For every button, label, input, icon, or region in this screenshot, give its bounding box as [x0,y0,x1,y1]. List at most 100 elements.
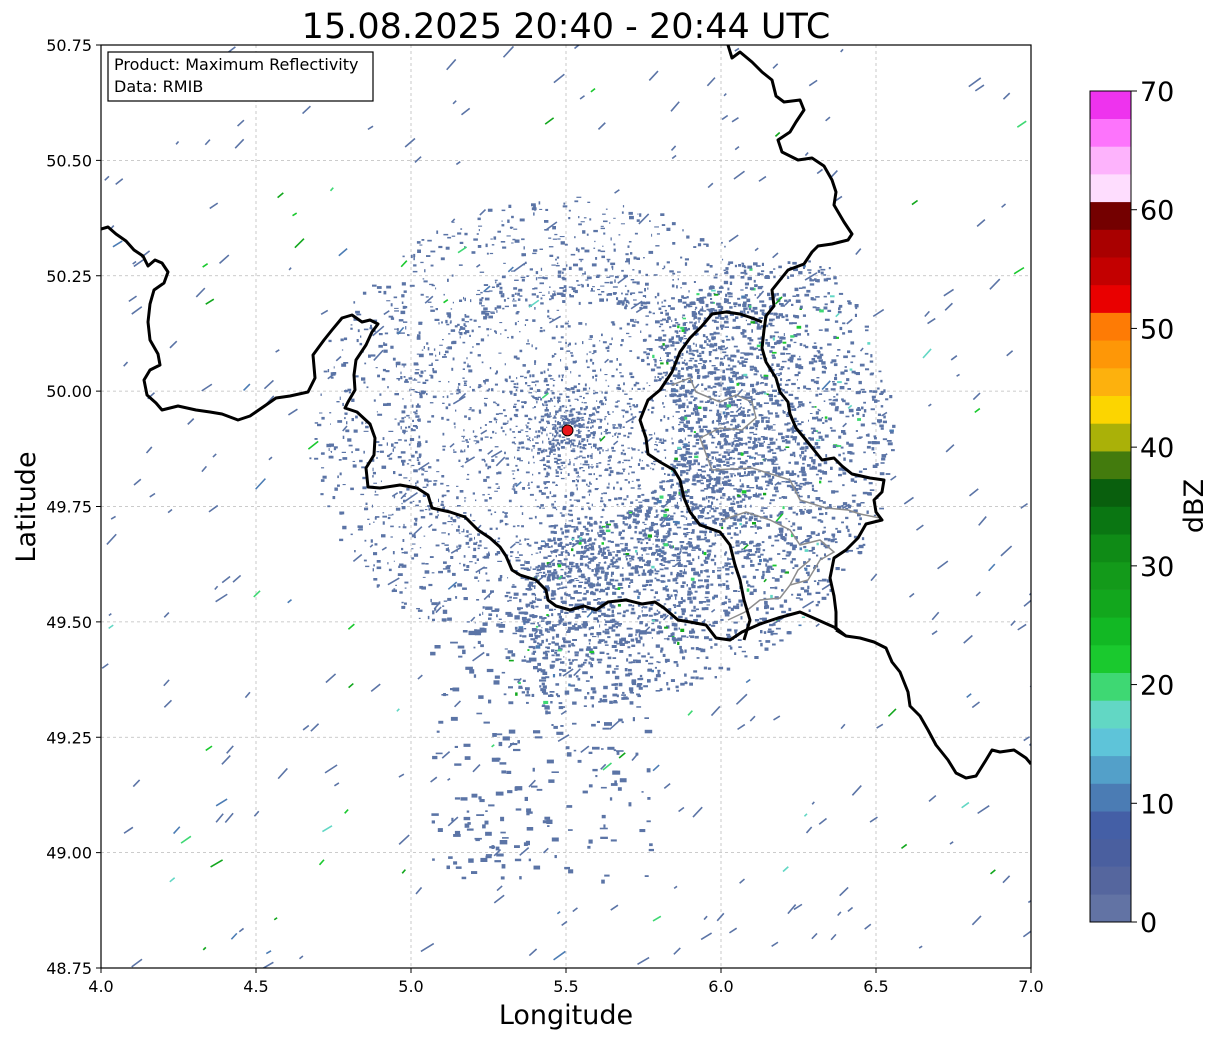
echo-pixel-2287 [620,223,625,225]
echo-pixel-3048 [447,278,449,282]
echo-pixel-4711 [691,529,695,533]
echo-pixel-2993 [521,238,525,241]
echo-pixel-4251 [540,545,545,547]
echo-pixel-3194 [377,584,380,587]
echo-pixel-145 [605,521,607,524]
echo-pixel-3790 [819,346,823,350]
echo-pixel-2019 [663,265,666,269]
echo-pixel-3400 [599,698,602,702]
echo-pixel-3799 [647,570,650,573]
echo-pixel-404 [515,464,518,467]
echo-pixel-1509 [632,281,637,284]
echo-pixel-4531 [686,560,691,563]
echo-pixel-4383 [838,292,844,295]
echo-pixel-116 [495,420,497,424]
echo-pixel-857 [626,495,629,498]
echo-pixel-2518 [713,367,718,371]
echo-pixel-1344 [615,368,618,371]
echo-pixel-4023 [728,645,732,647]
echo-pixel-1235 [622,468,626,470]
echo-pixel-835 [599,400,601,404]
echo-pixel-3443 [583,587,587,589]
echo-pixel-4207 [637,574,641,577]
echo-pixel-3631 [694,365,698,368]
echo-pixel-1180 [464,449,466,453]
echo-pixel-4585 [614,686,618,690]
echo-pixel-1528 [730,411,734,413]
echo-pixel-3008 [680,550,682,553]
echo-pixel-4871 [709,333,714,336]
echo-pixel-631 [484,424,487,426]
echo-pixel-1449 [662,318,667,321]
echo-pixel-4202 [755,547,761,551]
echo-pixel-2273 [555,293,557,296]
echo-pixel-710 [560,347,564,350]
echo-pixel-2248 [728,397,733,400]
echo-pixel-1330 [696,472,698,475]
echo-pixel-1191 [429,402,434,404]
echo-pixel-1262 [547,412,549,415]
echo-pixel-889 [540,398,543,401]
echo-pixel-3359 [664,344,670,348]
echo-pixel-369 [619,327,623,330]
echo-pixel-2763 [447,597,452,601]
echo-pixel-2041 [344,417,346,420]
echo-pixel-4100 [796,593,802,596]
echo-pixel-3999 [815,307,820,309]
echo-pixel-569 [595,488,599,490]
echo-pixel-3989 [628,668,632,672]
echo-pixel-2177 [539,208,543,210]
echo-pixel-527 [594,391,599,394]
echo-pixel-3084 [741,525,743,528]
echo-pixel-1409 [393,495,396,499]
echo-pixel-728 [569,410,573,413]
echo-pixel-4620 [733,447,737,451]
echo-pixel-1221 [578,440,581,444]
echo-pixel-928 [601,492,603,495]
echo-pixel-4426 [760,630,763,634]
echo-pixel-4008 [665,480,670,483]
echo-pixel-2703 [466,534,469,538]
echo-pixel-1490 [583,217,587,219]
echo-pixel-1659 [438,245,443,249]
echo-pixel-1885 [710,558,715,562]
echo-pixel-4646 [690,395,694,398]
echo-pixel-763 [589,483,592,485]
echo-pixel-1702 [584,271,586,274]
echo-pixel-1665 [761,304,767,308]
echo-pixel-1753 [713,292,716,295]
echo-pixel-4578 [722,387,726,391]
echo-pixel-2651 [676,533,678,536]
echo-pixel-3061 [395,507,401,511]
echo-pixel-3705 [787,422,791,425]
echo-pixel-3855 [575,590,578,593]
echo-pixel-2370 [394,418,397,420]
echo-pixel-3819 [832,381,835,383]
echo-pixel-1854 [576,280,579,282]
echo-pixel-4500 [699,677,704,680]
echo-pixel-2898 [644,288,646,292]
echo-pixel-1359 [601,291,605,293]
echo-pixel-4401 [722,566,725,569]
echo-pixel-1346 [581,479,586,482]
echo-pixel-3865 [547,538,552,542]
echo-pixel-153 [604,417,606,421]
echo-pixel-479 [576,389,581,392]
echo-pixel-201 [566,419,570,421]
echo-pixel-1340 [564,441,569,445]
echo-pixel-2245 [703,243,708,246]
echo-pixel-4680 [794,374,799,377]
echo-pixel-1417 [704,596,709,599]
echo-pixel-509 [618,460,621,464]
echo-pixel-3579 [834,408,839,412]
echo-pixel-777 [677,461,681,463]
echo-pixel-2891 [643,257,645,259]
echo-pixel-2553 [659,621,661,624]
echo-pixel-2165 [373,482,377,484]
echo-pixel-2124 [574,654,579,657]
echo-pixel-4330 [592,592,596,596]
echo-pixel-3317 [717,305,723,308]
echo-pixel-4584 [769,398,773,402]
echo-pixel-453 [560,471,562,474]
map-panel[interactable]: Product: Maximum Reflectivity Data: RMIB [100,44,1038,969]
